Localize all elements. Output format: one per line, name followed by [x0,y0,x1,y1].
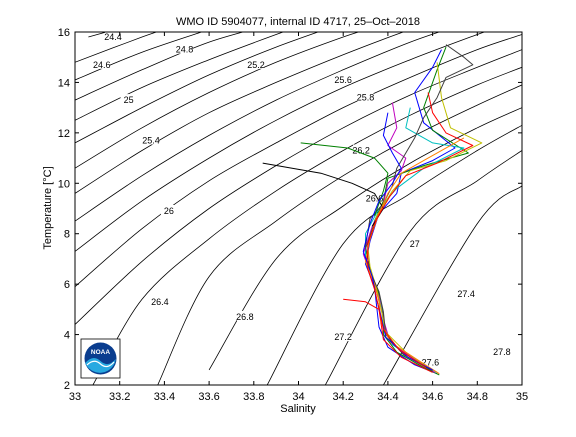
density-label: 26.4 [151,297,169,307]
y-tick-label: 12 [58,128,70,140]
noaa-logo-text: NOAA [91,349,110,356]
density-label-mask [105,31,121,41]
density-label: 25.6 [334,75,352,85]
density-label-mask [335,73,352,84]
density-label-mask [335,331,352,342]
noaa-logo: NOAA [80,338,121,379]
density-label: 27 [410,239,420,249]
density-label: 27.6 [422,357,440,367]
density-label-mask [93,58,110,69]
density-label: 26.2 [352,146,370,156]
x-tick-label: 35 [516,391,528,403]
y-tick-label: 10 [58,178,70,190]
density-contour-line [75,32,441,222]
density-label-mask [151,295,168,306]
profile-line [367,92,474,368]
density-contour-line [75,32,285,121]
density-contour-line [266,124,522,385]
x-tick-label: 33.6 [198,391,219,403]
density-contour-line [75,32,405,194]
density-contour-line [75,32,320,144]
density-label-mask [458,288,475,299]
profile-series [262,44,483,376]
density-label: 24.8 [176,45,194,55]
profile-line [300,142,389,217]
y-axis-ticks: 2 4 6 8 10 12 14 16 [58,27,522,392]
density-label-mask [406,237,423,248]
density-contour-line [75,32,158,63]
density-label-mask [357,91,374,102]
density-label-mask [353,144,370,155]
density-label-mask [143,134,159,145]
density-label-mask [366,192,383,203]
y-tick-label: 2 [64,380,70,392]
density-contour-labels: 24.4 24.6 24.8 25 25.2 25.4 25.6 25.8 26 26.2 26.4… [93,31,511,367]
density-label: 27.8 [493,347,511,357]
density-contour-line [324,150,522,385]
plot-background [75,32,522,385]
y-tick-label: 8 [64,229,70,241]
y-tick-label: 4 [64,330,70,342]
density-label: 27.2 [334,332,352,342]
density-label-mask [160,205,177,215]
profile-line [343,298,433,373]
density-contour-line [92,66,522,385]
density-label: 24.4 [104,32,122,42]
density-label: 27.4 [457,289,475,299]
x-axis-label: Salinity [280,403,316,415]
density-label: 26 [164,206,174,216]
x-tick-label: 34.2 [332,391,353,403]
x-tick-label: 33.2 [109,391,130,403]
density-contour-line [208,107,522,371]
y-tick-label: 6 [64,279,70,291]
density-label: 25.2 [247,60,265,70]
profile-line [362,112,433,371]
density-contour-line [88,32,108,38]
x-axis-ticks: 33 33.2 33.4 33.6 33.8 34 34.2 34.4 34.6 34.8 35 [69,32,528,403]
profile-line [365,137,465,375]
chart-title: WMO ID 5904077, internal ID 4717, 25–Oct… [176,16,420,28]
y-tick-label: 16 [58,27,70,39]
x-tick-label: 34 [292,391,304,403]
profile-line [262,162,384,227]
density-contour-line [75,32,486,252]
x-tick-label: 34.6 [422,391,443,403]
density-contour-line [75,32,245,101]
density-label: 24.6 [93,60,111,70]
density-contour-line [75,32,360,169]
density-contour-line [75,49,522,325]
density-label-mask [120,94,137,105]
y-tick-label: 14 [58,77,70,89]
density-label-mask [176,43,193,54]
x-tick-label: 33.4 [154,391,175,403]
density-label: 25 [124,95,134,105]
y-axis-label: Temperature [°C] [42,166,54,249]
density-label: 25.4 [142,135,160,145]
density-label-mask [248,58,264,69]
density-label: 26.6 [366,193,384,203]
x-tick-label: 33.8 [243,391,264,403]
density-label-mask [236,310,253,321]
x-tick-label: 34.4 [377,391,398,403]
x-tick-label: 33 [69,391,81,403]
density-label-mask [422,356,439,367]
density-contour-line [75,34,522,288]
density-contour-line [157,84,522,385]
density-label: 25.8 [357,93,375,103]
density-contours [75,32,522,385]
x-tick-label: 34.8 [467,391,488,403]
density-label: 26.8 [236,312,254,322]
density-label-mask [493,346,510,357]
